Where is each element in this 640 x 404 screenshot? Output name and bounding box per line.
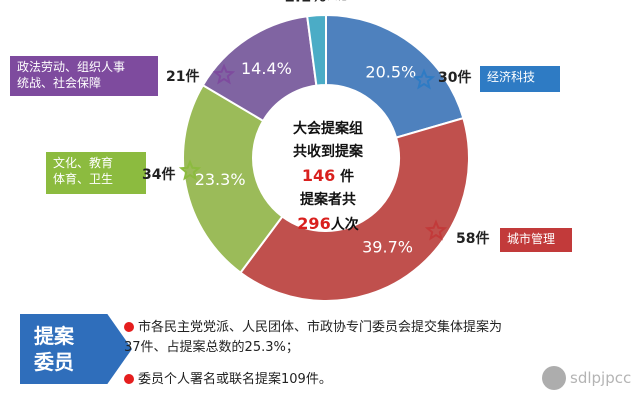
center-count-unit: 件 bbox=[335, 169, 355, 185]
donut-slice-tech bbox=[325, 13, 465, 139]
proposal-members-arrow: 提案 委员 bbox=[20, 314, 132, 384]
slice-name-label-other: 其他 bbox=[327, 0, 347, 2]
proposal-members-title: 提案 委员 bbox=[34, 323, 90, 375]
slice-value-label-culture: 23.3% bbox=[195, 170, 246, 189]
star-icon-culture bbox=[178, 159, 202, 181]
category-box-law: 政法劳动、组织人事 统战、社会保障 bbox=[10, 56, 158, 96]
category-box-culture-line2: 体育、卫生 bbox=[53, 172, 114, 186]
category-box-law-line2: 统战、社会保障 bbox=[17, 76, 102, 90]
category-box-tech: 经济科技 bbox=[480, 66, 560, 92]
note-collective-text1: 市各民主党党派、人民团体、市政协专门委员会提交集体提案为 bbox=[138, 320, 503, 335]
center-count: 146 bbox=[301, 166, 336, 185]
count-label-law: 21件 bbox=[166, 69, 200, 85]
proposal-members-title-line2: 委员 bbox=[34, 350, 74, 374]
donut-slice-other bbox=[306, 13, 327, 87]
center-line-3: 提案者共 bbox=[300, 192, 356, 208]
slice-value-label-law: 14.4% bbox=[241, 59, 292, 78]
center-line-2: 共收到提案 bbox=[293, 144, 363, 160]
slice-value-label-tech: 20.5% bbox=[365, 63, 416, 82]
note-individual-text: 委员个人署名或联名提案109件。 bbox=[138, 372, 332, 387]
star-icon-tech bbox=[412, 68, 436, 90]
note-collective: 市各民主党党派、人民团体、市政协专门委员会提交集体提案为 37件、占提案总数的2… bbox=[124, 318, 502, 358]
category-box-culture: 文化、教育 体育、卫生 bbox=[46, 152, 146, 194]
slice-value-label-other: 2.1% bbox=[285, 0, 327, 5]
watermark-text: sdlpjpcc bbox=[570, 369, 632, 387]
center-persons-unit: 人次 bbox=[330, 217, 359, 233]
bullet-icon bbox=[124, 374, 134, 384]
star-icon-law bbox=[212, 63, 236, 85]
note-collective-line1: 市各民主党党派、人民团体、市政协专门委员会提交集体提案为 bbox=[124, 318, 502, 338]
category-box-city-label: 城市管理 bbox=[507, 232, 556, 246]
center-line-1: 大会提案组 bbox=[293, 121, 363, 137]
category-box-culture-line1: 文化、教育 bbox=[53, 156, 114, 170]
proposal-members-title-line1: 提案 bbox=[34, 324, 74, 348]
center-summary: 大会提案组 共收到提案 146 件 提案者共 296人次 bbox=[268, 118, 388, 237]
category-box-city: 城市管理 bbox=[500, 228, 572, 252]
center-line-persons: 296人次 bbox=[268, 212, 388, 237]
bullet-icon bbox=[124, 322, 134, 332]
count-label-tech: 30件 bbox=[438, 70, 472, 86]
donut-slice-culture bbox=[182, 83, 284, 275]
category-box-tech-label: 经济科技 bbox=[487, 70, 536, 84]
count-label-city: 58件 bbox=[456, 231, 490, 247]
logo-icon bbox=[542, 366, 566, 390]
count-label-culture: 34件 bbox=[142, 167, 176, 183]
center-persons: 296 bbox=[297, 214, 331, 233]
bottom-section: 提案 委员 市各民主党党派、人民团体、市政协专门委员会提交集体提案为 37件、占… bbox=[0, 300, 640, 404]
note-collective-line2: 37件、占提案总数的25.3%； bbox=[124, 340, 299, 355]
donut-slice-city bbox=[239, 116, 470, 302]
category-box-law-line1: 政法劳动、组织人事 bbox=[17, 60, 126, 74]
center-line-count: 146 件 bbox=[268, 164, 388, 189]
watermark: sdlpjpcc bbox=[542, 362, 638, 394]
star-icon-city bbox=[424, 219, 448, 241]
note-individual: 委员个人署名或联名提案109件。 bbox=[124, 370, 332, 390]
slice-value-label-city: 39.7% bbox=[362, 238, 413, 257]
